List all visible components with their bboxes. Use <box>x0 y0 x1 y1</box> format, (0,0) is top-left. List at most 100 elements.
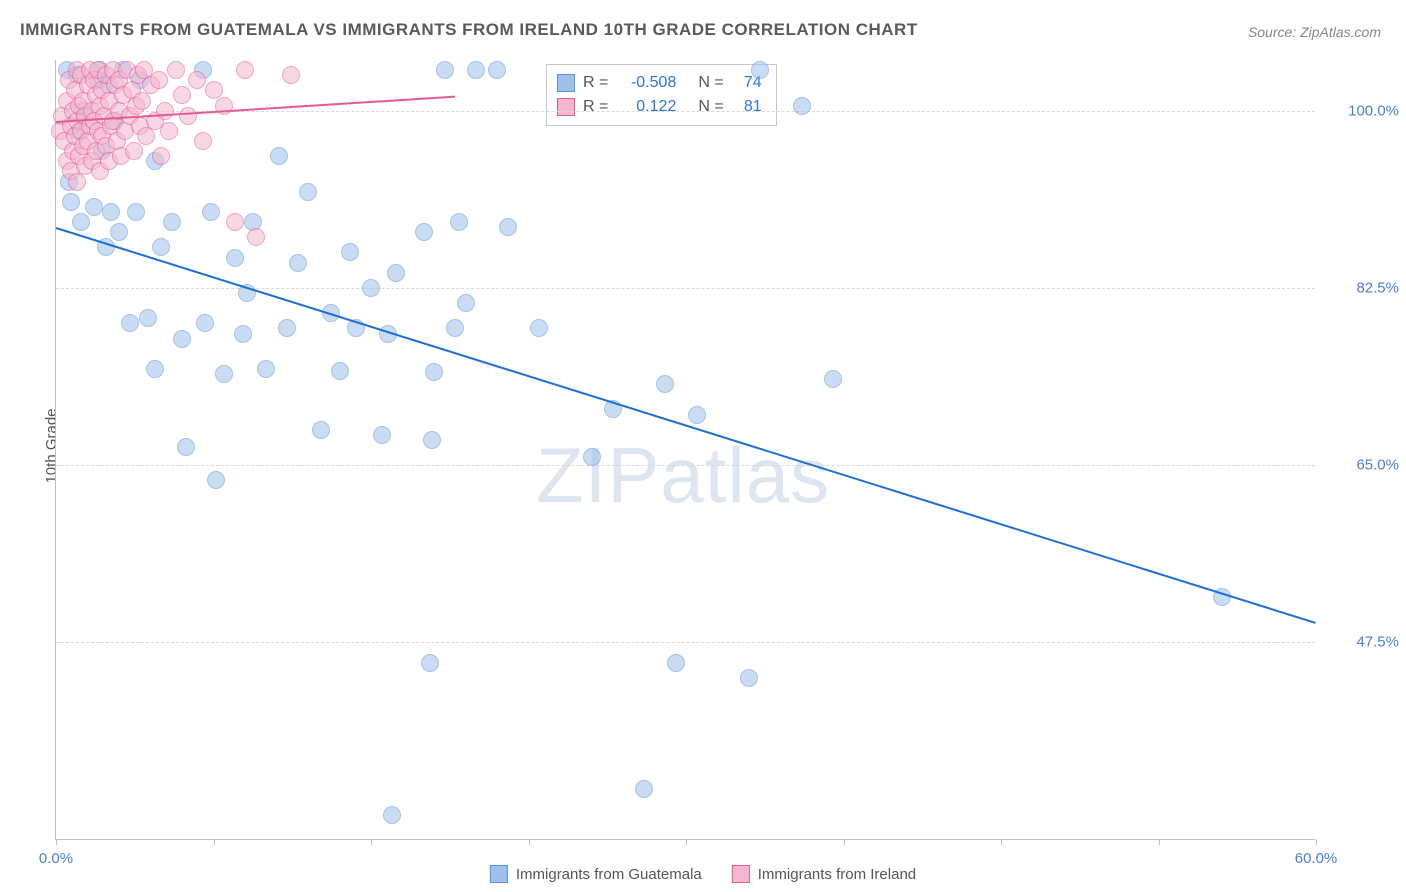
legend-swatch <box>490 865 508 883</box>
scatter-point <box>457 294 475 312</box>
scatter-point <box>270 147 288 165</box>
x-tick-label: 0.0% <box>39 850 73 867</box>
x-tick-mark <box>1001 839 1002 845</box>
scatter-point <box>167 61 185 79</box>
legend-n-label: N = <box>698 71 723 95</box>
scatter-point <box>110 223 128 241</box>
bottom-legend-item: Immigrants from Guatemala <box>490 865 702 883</box>
regression-line <box>56 227 1317 624</box>
scatter-point <box>163 213 181 231</box>
scatter-point <box>102 203 120 221</box>
scatter-point <box>425 363 443 381</box>
gridline-horizontal <box>56 465 1315 466</box>
scatter-point <box>667 654 685 672</box>
scatter-point <box>446 319 464 337</box>
x-tick-mark <box>686 839 687 845</box>
scatter-point <box>226 213 244 231</box>
scatter-point <box>688 406 706 424</box>
scatter-point <box>146 360 164 378</box>
scatter-plot-area: ZIPatlas R =-0.508N =74R =0.122N =81 47.… <box>55 60 1315 840</box>
bottom-legend-label: Immigrants from Guatemala <box>516 866 702 883</box>
x-tick-mark <box>371 839 372 845</box>
scatter-point <box>177 438 195 456</box>
y-tick-label: 100.0% <box>1323 102 1399 119</box>
legend-n-value: 81 <box>732 95 762 119</box>
scatter-point <box>740 669 758 687</box>
source-attribution: Source: ZipAtlas.com <box>1248 24 1381 40</box>
scatter-point <box>387 264 405 282</box>
scatter-point <box>467 61 485 79</box>
scatter-point <box>499 218 517 236</box>
scatter-point <box>421 654 439 672</box>
scatter-point <box>173 86 191 104</box>
scatter-point <box>530 319 548 337</box>
scatter-point <box>247 228 265 246</box>
scatter-point <box>121 314 139 332</box>
scatter-point <box>226 249 244 267</box>
legend-r-value: 0.122 <box>616 95 676 119</box>
source-value: ZipAtlas.com <box>1300 24 1381 40</box>
x-tick-mark <box>56 839 57 845</box>
scatter-point <box>257 360 275 378</box>
scatter-point <box>236 61 254 79</box>
scatter-point <box>139 309 157 327</box>
bottom-legend-item: Immigrants from Ireland <box>732 865 916 883</box>
legend-swatch <box>557 74 575 92</box>
scatter-point <box>196 314 214 332</box>
scatter-point <box>173 330 191 348</box>
scatter-point <box>635 780 653 798</box>
scatter-point <box>202 203 220 221</box>
scatter-point <box>289 254 307 272</box>
scatter-point <box>436 61 454 79</box>
scatter-point <box>152 238 170 256</box>
x-tick-mark <box>214 839 215 845</box>
x-tick-mark <box>529 839 530 845</box>
scatter-point <box>450 213 468 231</box>
scatter-point <box>488 61 506 79</box>
scatter-point <box>150 71 168 89</box>
y-tick-label: 82.5% <box>1323 279 1399 296</box>
scatter-point <box>234 325 252 343</box>
scatter-point <box>152 147 170 165</box>
gridline-horizontal <box>56 642 1315 643</box>
scatter-point <box>282 66 300 84</box>
legend-n-label: N = <box>698 95 723 119</box>
scatter-point <box>299 183 317 201</box>
scatter-point <box>373 426 391 444</box>
scatter-point <box>312 421 330 439</box>
scatter-point <box>824 370 842 388</box>
stats-legend-box: R =-0.508N =74R =0.122N =81 <box>546 64 777 126</box>
scatter-point <box>278 319 296 337</box>
x-tick-mark <box>844 839 845 845</box>
bottom-legend-label: Immigrants from Ireland <box>758 866 916 883</box>
scatter-point <box>793 97 811 115</box>
x-tick-mark <box>1159 839 1160 845</box>
source-label: Source: <box>1248 24 1296 40</box>
scatter-point <box>72 213 90 231</box>
scatter-point <box>62 193 80 211</box>
legend-r-label: R = <box>583 71 608 95</box>
y-tick-label: 65.0% <box>1323 457 1399 474</box>
x-tick-mark <box>1316 839 1317 845</box>
scatter-point <box>127 203 145 221</box>
scatter-point <box>656 375 674 393</box>
chart-title: IMMIGRANTS FROM GUATEMALA VS IMMIGRANTS … <box>20 20 918 40</box>
scatter-point <box>160 122 178 140</box>
stats-legend-row: R =0.122N =81 <box>557 95 762 119</box>
scatter-point <box>85 198 103 216</box>
bottom-legend: Immigrants from Guatemala Immigrants from… <box>490 865 916 883</box>
scatter-point <box>583 448 601 466</box>
scatter-point <box>341 243 359 261</box>
scatter-point <box>179 107 197 125</box>
scatter-point <box>194 132 212 150</box>
scatter-point <box>362 279 380 297</box>
legend-r-value: -0.508 <box>616 71 676 95</box>
stats-legend-row: R =-0.508N =74 <box>557 71 762 95</box>
scatter-point <box>331 362 349 380</box>
watermark: ZIPatlas <box>536 430 830 521</box>
scatter-point <box>415 223 433 241</box>
y-tick-label: 47.5% <box>1323 634 1399 651</box>
x-tick-label: 60.0% <box>1295 850 1338 867</box>
scatter-point <box>207 471 225 489</box>
scatter-point <box>383 806 401 824</box>
